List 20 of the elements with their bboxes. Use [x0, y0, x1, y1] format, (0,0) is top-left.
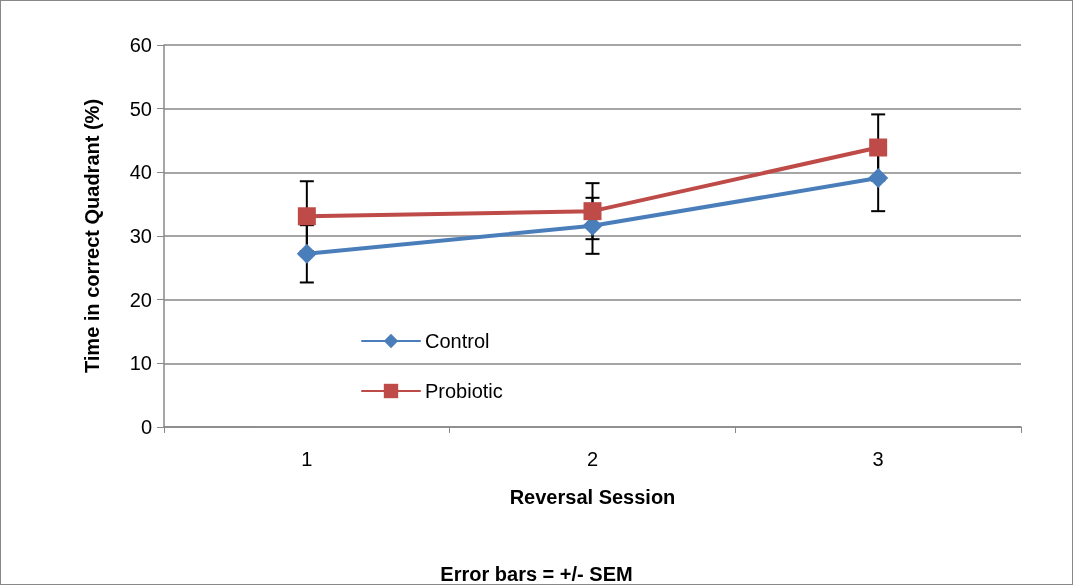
y-tick-label: 40: [129, 161, 152, 184]
legend-label: Control: [425, 330, 490, 352]
y-tick-label: 0: [140, 416, 152, 438]
point: [296, 243, 317, 264]
y-tick-label: 10: [129, 352, 152, 375]
point: [868, 168, 889, 189]
point: [583, 202, 602, 221]
x-tick-label: 2: [586, 448, 599, 470]
text: Error bars = +/- SEM: [440, 563, 633, 585]
point: [869, 138, 888, 157]
y-tick-label: 60: [129, 34, 152, 56]
y-tick-label: 50: [129, 97, 152, 120]
legend-label: Probiotic: [425, 380, 503, 402]
x-tick-label: 1: [301, 448, 313, 470]
x-tick-label: 3: [872, 448, 884, 470]
y-tick-label: 30: [129, 225, 152, 247]
x-axis-title: Reversal Session: [509, 486, 676, 508]
point: [297, 207, 316, 226]
y-tick-label: 20: [129, 288, 152, 311]
y-axis-title: Time in correct Quadrant (%): [81, 98, 103, 374]
